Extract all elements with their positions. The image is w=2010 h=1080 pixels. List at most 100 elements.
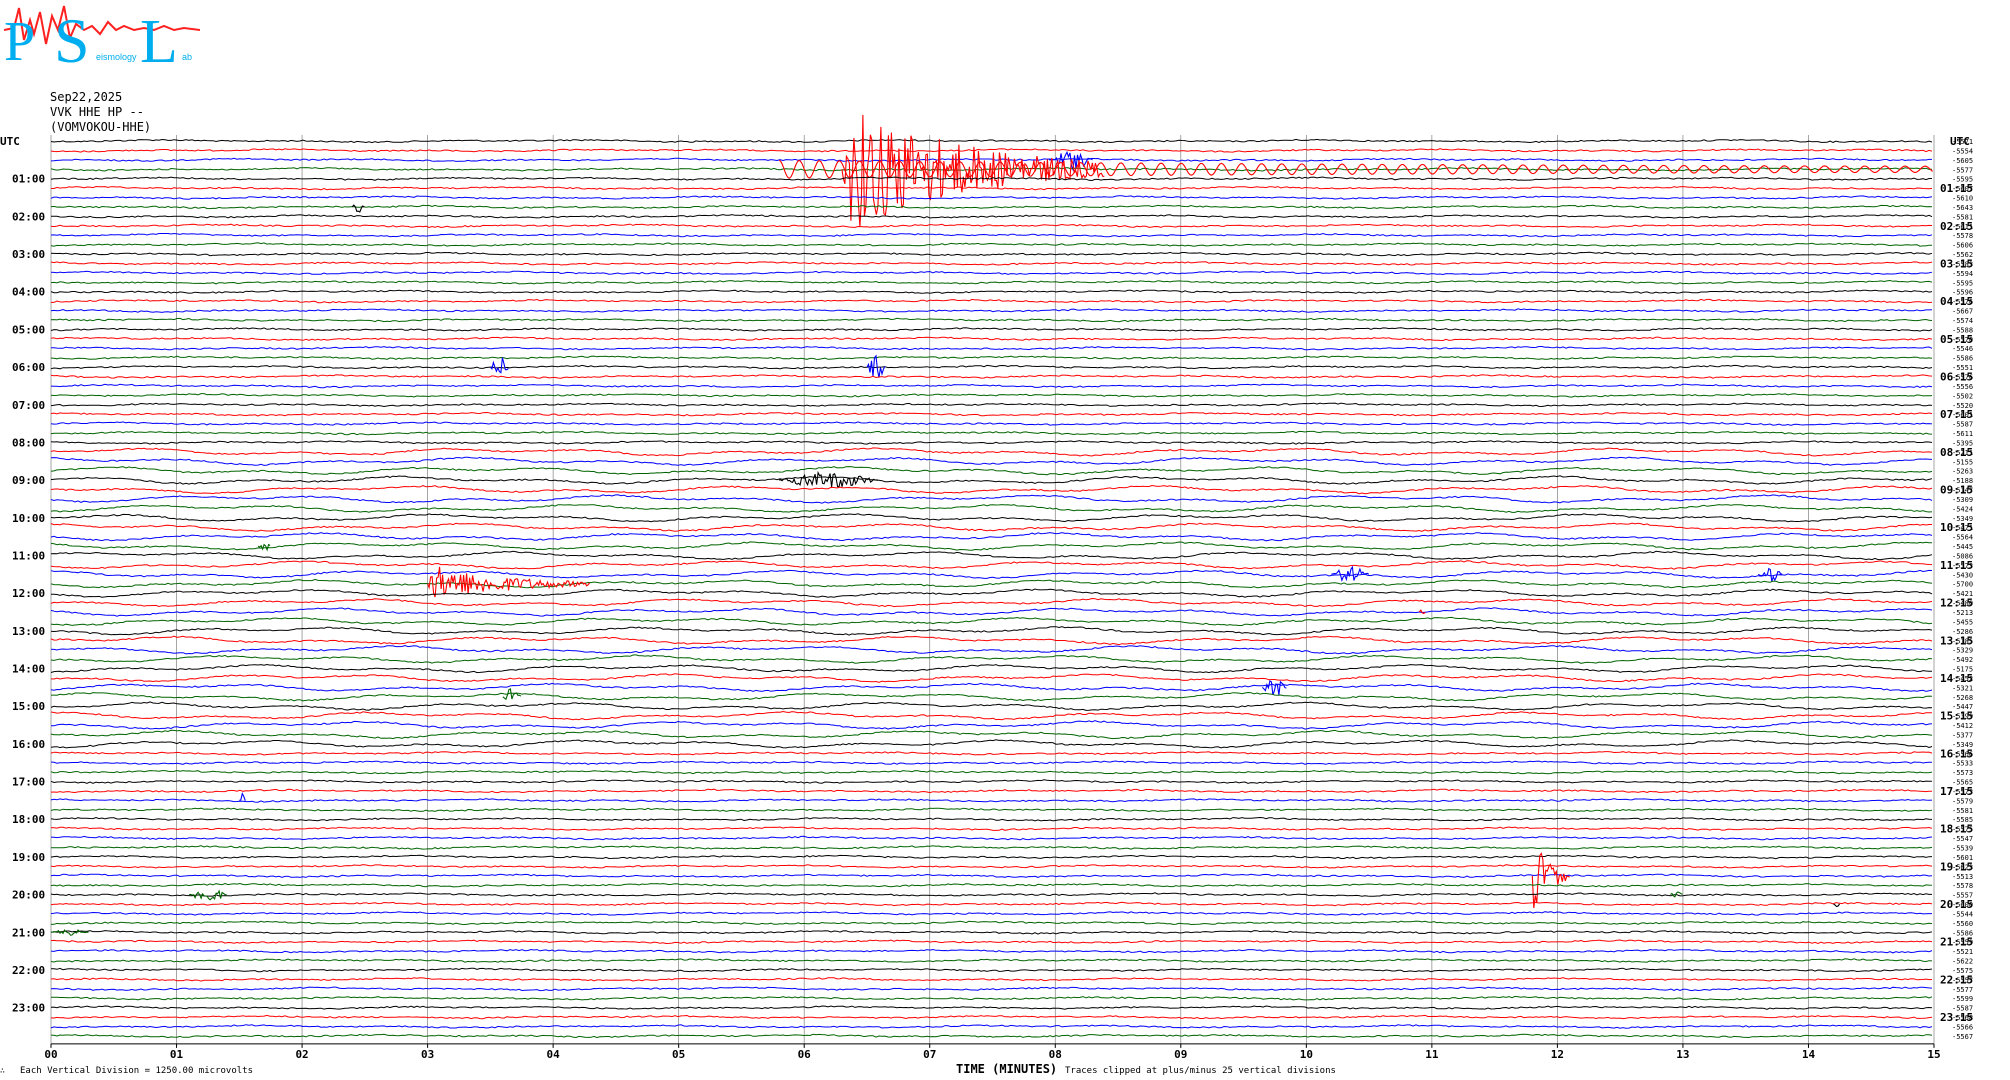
- seismic-trace: [50, 826, 1933, 831]
- trace-offset-label: -5575: [1952, 826, 1973, 834]
- seismic-trace: [50, 751, 1933, 756]
- trace-offset-label: -5556: [1952, 383, 1973, 391]
- trace-offset-label: -5424: [1952, 505, 1973, 513]
- seismic-trace: [50, 635, 1933, 646]
- seismic-trace: [50, 242, 1932, 247]
- psl-logo: P S L eismology ab: [4, 5, 200, 72]
- seismic-trace: [51, 214, 1933, 219]
- seismic-trace: [50, 644, 1933, 655]
- seismic-trace: [50, 873, 1933, 878]
- seismic-trace: [50, 986, 1933, 992]
- seismic-event: [1418, 609, 1426, 615]
- trace-offset-label: -5502: [1952, 392, 1973, 400]
- left-hour-label: 17:00: [12, 776, 45, 789]
- seismic-trace: [50, 393, 1933, 398]
- trace-offset-label: -5587: [1952, 1005, 1973, 1013]
- seismic-event: [489, 357, 509, 374]
- seismic-trace: [50, 456, 1933, 466]
- seismic-event: [239, 792, 246, 801]
- seismic-trace: [50, 930, 1933, 935]
- right-hour-label: 18:15: [1940, 823, 1973, 836]
- left-hour-label: 10:00: [12, 512, 45, 525]
- left-hour-label: 23:00: [12, 1002, 45, 1015]
- trace-offset-label: -5211: [1952, 449, 1973, 457]
- seismic-trace: [50, 383, 1933, 389]
- trace-offset-label: -5521: [1952, 948, 1973, 956]
- trace-offset-label: -5412: [1952, 722, 1973, 730]
- seismic-trace: [50, 532, 1933, 542]
- footer-clip-note: Traces clipped at plus/minus 25 vertical…: [1065, 1066, 1336, 1076]
- x-tick-label: 06: [798, 1048, 812, 1061]
- seismic-trace: [50, 710, 1933, 721]
- logo-wave: [4, 5, 200, 45]
- trace-offset-label: -5585: [1952, 816, 1973, 824]
- trace-offset-label: -5268: [1952, 694, 1973, 702]
- x-tick-label: 10: [1300, 1048, 1313, 1061]
- seismic-trace: [50, 430, 1933, 436]
- seismic-event: [1670, 891, 1683, 898]
- seismic-event: [502, 688, 522, 701]
- trace-offset-label: -5568: [1952, 1014, 1973, 1022]
- logo-letter-p: P: [4, 11, 35, 72]
- x-tick-label: 11: [1425, 1048, 1439, 1061]
- seismic-trace: [50, 911, 1932, 916]
- seismic-trace: [50, 402, 1933, 408]
- seismic-event: [427, 566, 591, 598]
- trace-offset-label: -5577: [1952, 166, 1973, 174]
- seismic-trace: [51, 845, 1933, 850]
- x-tick-label: 00: [44, 1048, 57, 1061]
- right-hour-label: 11:15: [1940, 559, 1973, 572]
- left-hour-label: 18:00: [12, 813, 45, 826]
- trace-offset-label: -5560: [1952, 920, 1973, 928]
- trace-offset-label: -5557: [1952, 976, 1973, 984]
- x-tick-label: 15: [1927, 1048, 1940, 1061]
- trace-offset-label: -5586: [1952, 929, 1973, 937]
- x-tick-label: 14: [1802, 1048, 1816, 1061]
- trace-offset-label: -5566: [1952, 1023, 1973, 1031]
- trace-offset-label: -5576: [1952, 298, 1973, 306]
- seismic-trace: [50, 958, 1933, 963]
- seismic-trace: [50, 176, 1932, 182]
- seismic-trace: [50, 232, 1933, 238]
- seismic-trace: [50, 336, 1933, 342]
- seismic-trace: [50, 673, 1933, 683]
- seismic-trace: [50, 355, 1933, 360]
- trace-offset-label: -5455: [1952, 618, 1973, 626]
- trace-offset-label: -5562: [1952, 251, 1973, 259]
- trace-offset-label: -5622: [1952, 958, 1973, 966]
- trace-offset-label: -5554: [1952, 147, 1973, 155]
- trace-offset-label: -5575: [1952, 967, 1973, 975]
- trace-offset-label: -5571: [1952, 138, 1973, 146]
- trace-offset-label: -5610: [1952, 195, 1973, 203]
- x-tick-label: 12: [1551, 1048, 1564, 1061]
- x-tick-label: 07: [923, 1048, 936, 1061]
- trace-offset-label: -5570: [1952, 336, 1973, 344]
- seismic-event: [189, 889, 227, 901]
- seismic-trace: [50, 626, 1933, 636]
- right-hour-label: 23:15: [1940, 1011, 1973, 1024]
- trace-offset-label: -5086: [1952, 552, 1973, 560]
- trace-offset-label: -5587: [1952, 421, 1973, 429]
- right-hour-label: 04:15: [1940, 295, 1973, 308]
- footer-division-note: Each Vertical Division = 1250.00 microvo…: [20, 1066, 253, 1076]
- trace-offset-label: -5606: [1952, 242, 1973, 250]
- trace-offset-label: -5588: [1952, 326, 1973, 334]
- trace-offset-label: -5578: [1952, 232, 1973, 240]
- seismic-trace: [50, 440, 1933, 445]
- trace-offset-label: -5623: [1952, 863, 1973, 871]
- trace-offset-label: -5605: [1952, 157, 1973, 165]
- seismic-trace: [50, 835, 1933, 841]
- seismic-trace: [50, 1033, 1933, 1039]
- trace-offset-label: -5611: [1952, 430, 1973, 438]
- seismic-trace: [50, 138, 1933, 144]
- seismic-trace: [50, 317, 1933, 323]
- logo-letter-l: L: [140, 8, 178, 72]
- trace-offset-label: -5377: [1952, 731, 1973, 739]
- left-hour-label: 15:00: [12, 700, 45, 713]
- seismic-trace: [51, 588, 1933, 598]
- seismic-trace: [51, 691, 1933, 702]
- trace-offset-label: -5309: [1952, 496, 1973, 504]
- seismic-trace: [50, 270, 1933, 276]
- x-tick-label: 04: [547, 1048, 561, 1061]
- trace-offset-label: -5395: [1952, 439, 1973, 447]
